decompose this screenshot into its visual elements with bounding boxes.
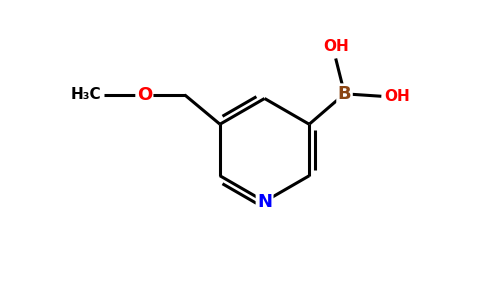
- Text: N: N: [257, 193, 272, 211]
- Text: H₃C: H₃C: [71, 87, 102, 102]
- Text: O: O: [137, 86, 152, 104]
- Text: OH: OH: [323, 39, 348, 54]
- Text: OH: OH: [384, 89, 409, 104]
- Text: B: B: [338, 85, 351, 103]
